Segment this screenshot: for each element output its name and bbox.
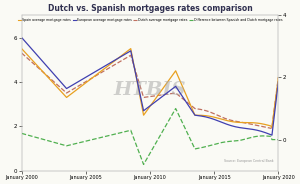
Difference between Spanish and Dutch mortgage rates (142, 163, 146, 166)
European average mortgage rates (117, 57, 121, 59)
Spain average mortgage rates (117, 56, 121, 59)
Spain average mortgage rates (277, 76, 280, 79)
Spain average mortgage rates (49, 79, 52, 81)
Dutch average mortgage rates (274, 93, 278, 95)
Dutch average mortgage rates (277, 76, 280, 79)
Legend: Spain average mortgage rates, European average mortgage rates, Dutch average mor: Spain average mortgage rates, European a… (16, 17, 284, 24)
Spain average mortgage rates (274, 93, 278, 95)
Line: Dutch average mortgage rates: Dutch average mortgage rates (22, 53, 278, 128)
Dutch average mortgage rates (49, 78, 52, 80)
Dutch average mortgage rates (117, 61, 121, 63)
Difference between Spanish and Dutch mortgage rates (228, 140, 232, 142)
Line: European average mortgage rates: European average mortgage rates (22, 38, 278, 135)
European average mortgage rates (226, 124, 230, 126)
Dutch average mortgage rates (226, 118, 230, 121)
Dutch average mortgage rates (209, 111, 213, 114)
European average mortgage rates (167, 91, 170, 93)
Dutch average mortgage rates (20, 52, 23, 54)
Difference between Spanish and Dutch mortgage rates (49, 140, 52, 142)
European average mortgage rates (49, 69, 52, 71)
Dutch average mortgage rates (167, 93, 170, 95)
Text: Source: European Central Bank: Source: European Central Bank (224, 159, 273, 163)
Spain average mortgage rates (167, 80, 170, 82)
Spain average mortgage rates (270, 126, 274, 128)
Line: Spain average mortgage rates: Spain average mortgage rates (22, 49, 278, 127)
European average mortgage rates (274, 99, 278, 101)
Difference between Spanish and Dutch mortgage rates (211, 144, 215, 146)
European average mortgage rates (270, 134, 274, 136)
Spain average mortgage rates (209, 115, 213, 118)
European average mortgage rates (20, 36, 23, 39)
Difference between Spanish and Dutch mortgage rates (174, 107, 178, 110)
Difference between Spanish and Dutch mortgage rates (277, 139, 280, 141)
Spain average mortgage rates (20, 47, 23, 50)
Dutch average mortgage rates (269, 127, 273, 129)
Title: Dutch vs. Spanish mortgages rates comparison: Dutch vs. Spanish mortgages rates compar… (48, 4, 252, 13)
Spain average mortgage rates (226, 120, 230, 122)
Difference between Spanish and Dutch mortgage rates (275, 139, 279, 141)
Text: HTBIS: HTBIS (114, 81, 186, 99)
European average mortgage rates (277, 81, 280, 83)
Difference between Spanish and Dutch mortgage rates (20, 132, 23, 135)
Difference between Spanish and Dutch mortgage rates (117, 132, 121, 134)
Difference between Spanish and Dutch mortgage rates (167, 119, 171, 121)
Line: Difference between Spanish and Dutch mortgage rates: Difference between Spanish and Dutch mor… (22, 109, 278, 164)
European average mortgage rates (209, 117, 213, 119)
